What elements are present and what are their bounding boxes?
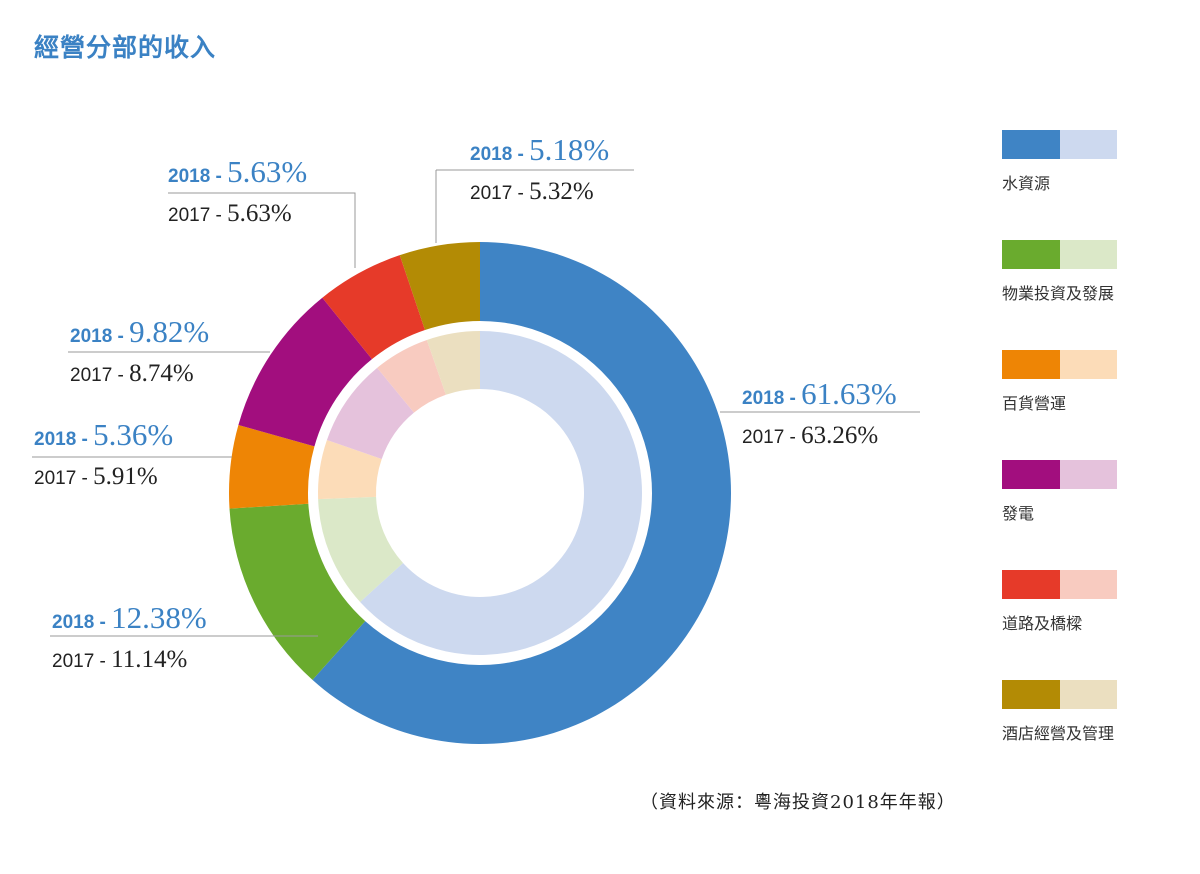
inner-slice-0 (360, 331, 642, 656)
outer-slice-2 (229, 424, 315, 509)
legend-label: 酒店經營及管理 (1002, 724, 1115, 743)
data-label-2018-4: 2018 - 5.63% (168, 154, 307, 189)
legend-label: 發電 (1002, 504, 1035, 523)
leader-line-4 (168, 192, 356, 268)
data-label-2018-0: 2018 - 61.63% (742, 376, 897, 411)
data-label-2018-1: 2018 - 12.38% (52, 600, 207, 635)
legend-label: 百貨營運 (1002, 394, 1067, 413)
legend-swatch-2017 (1060, 570, 1117, 599)
legend-swatch-2017 (1060, 130, 1117, 159)
outer-slice-5 (399, 242, 480, 331)
inner-ring-2017 (318, 331, 642, 656)
chart-title: 經營分部的收入 (34, 33, 217, 62)
outer-slice-3 (238, 297, 372, 447)
legend-item-water: 水資源 (1002, 130, 1182, 240)
legend-swatch-2018 (1002, 680, 1060, 709)
leader-lines (32, 169, 920, 637)
legend-item-department-store: 百貨營運 (1002, 350, 1182, 460)
legend-swatch-2018 (1002, 130, 1060, 159)
inner-slice-5 (426, 331, 480, 395)
data-labels: 2018 - 61.63% 2017 - 63.26% 2018 - 12.38% 2… (34, 132, 897, 673)
outer-slice-1 (229, 503, 366, 680)
legend-swatch-2018 (1002, 570, 1060, 599)
legend-item-power: 發電 (1002, 460, 1182, 570)
outer-slice-0 (312, 242, 731, 744)
legend-label: 道路及橋樑 (1002, 614, 1083, 633)
legend-swatch-2017 (1060, 350, 1117, 379)
data-label-2017-2: 2017 - 5.91% (34, 463, 158, 490)
outer-ring-2018 (229, 242, 731, 744)
data-label-2017-0: 2017 - 63.26% (742, 422, 878, 449)
legend-swatch-2017 (1060, 460, 1117, 489)
legend-swatch-2017 (1060, 240, 1117, 269)
data-label-2017-4: 2017 - 5.63% (168, 200, 292, 227)
outer-slice-4 (322, 255, 426, 360)
legend-label: 物業投資及發展 (1002, 284, 1115, 303)
legend-item-roads: 道路及橋樑 (1002, 570, 1182, 680)
legend-item-hotel: 酒店經營及管理 (1002, 680, 1182, 790)
data-label-2017-1: 2017 - 11.14% (52, 646, 187, 673)
data-label-2018-3: 2018 - 9.82% (70, 314, 209, 349)
legend-label: 水資源 (1002, 174, 1051, 193)
data-label-2017-5: 2017 - 5.32% (470, 178, 594, 205)
legend-swatch-2017 (1060, 680, 1117, 709)
inner-slice-4 (377, 339, 446, 413)
legend-swatch-2018 (1002, 460, 1060, 489)
legend-swatch-2018 (1002, 240, 1060, 269)
data-label-2018-2: 2018 - 5.36% (34, 417, 173, 452)
legend-swatch-2018 (1002, 350, 1060, 379)
legend-item-property: 物業投資及發展 (1002, 240, 1182, 350)
inner-slice-2 (318, 439, 382, 500)
data-label-2018-5: 2018 - 5.18% (470, 132, 609, 167)
inner-slice-3 (326, 367, 414, 459)
data-label-2017-3: 2017 - 8.74% (70, 360, 194, 387)
inner-slice-1 (318, 496, 404, 602)
source-note: （資料來源：粵海投資2018年年報） (640, 792, 956, 813)
legend: 水資源 物業投資及發展 百貨營運 發電 道路及橋樑 酒店經營及管理 (1002, 130, 1182, 790)
